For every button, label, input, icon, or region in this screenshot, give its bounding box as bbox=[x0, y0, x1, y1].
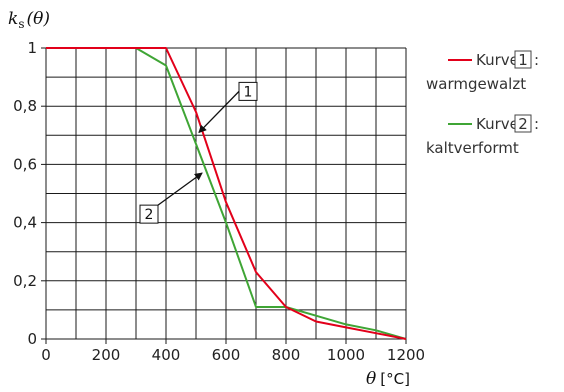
x-axis-unit: [°C] bbox=[380, 370, 410, 388]
y-tick-label: 0,4 bbox=[13, 214, 37, 232]
y-axis-subscript: s bbox=[18, 17, 24, 31]
x-tick-label: 400 bbox=[152, 346, 181, 364]
x-tick-label: 1000 bbox=[327, 346, 365, 364]
y-tick-label: 0,2 bbox=[13, 272, 37, 290]
x-tick-label: 600 bbox=[212, 346, 241, 364]
callout-arrow-2 bbox=[157, 172, 203, 206]
legend-desc-2: kaltverformt bbox=[426, 139, 519, 157]
legend-colon-1: : bbox=[534, 51, 539, 69]
callout-arrow-1 bbox=[198, 90, 240, 134]
callout-box-2 bbox=[139, 204, 159, 224]
x-tick-label: 800 bbox=[272, 346, 301, 364]
series-line-1 bbox=[46, 47, 407, 340]
x-axis-symbol: θ bbox=[366, 369, 376, 389]
legend-number-2: 2 bbox=[518, 115, 528, 133]
x-axis-title: θ [°C] bbox=[366, 369, 410, 389]
legend-number-box-2 bbox=[514, 114, 532, 133]
legend-number-box-1 bbox=[514, 50, 532, 69]
y-axis-ticks: 0 0,2 0,4 0,6 0,8 1 bbox=[13, 39, 46, 348]
y-tick-label: 1 bbox=[27, 39, 37, 57]
y-tick-label: 0,8 bbox=[13, 97, 37, 115]
legend-desc-1: warmgewalzt bbox=[426, 75, 526, 93]
callout-label-2: 2 bbox=[145, 207, 154, 223]
annotations: 12 bbox=[139, 81, 258, 224]
y-tick-label: 0 bbox=[27, 330, 37, 348]
legend-colon-2: : bbox=[534, 115, 539, 133]
x-tick-label: 1200 bbox=[387, 346, 425, 364]
x-tick-label: 200 bbox=[92, 346, 121, 364]
grid bbox=[45, 47, 407, 340]
y-axis-argument: (θ) bbox=[26, 9, 50, 29]
y-axis-title: ks (θ) bbox=[8, 9, 50, 31]
callout-box-1 bbox=[238, 81, 258, 101]
series-layer bbox=[46, 47, 407, 340]
legend-number-1: 1 bbox=[518, 51, 528, 69]
y-tick-label: 0,6 bbox=[13, 155, 37, 173]
x-axis-ticks: 0 200 400 600 800 1000 1200 bbox=[41, 339, 425, 364]
legend-label-prefix-2: Kurve bbox=[476, 115, 519, 133]
x-tick-label: 0 bbox=[41, 346, 51, 364]
callout-label-1: 1 bbox=[244, 84, 253, 100]
legend-label-prefix-1: Kurve bbox=[476, 51, 519, 69]
y-axis-symbol: k bbox=[8, 9, 18, 29]
